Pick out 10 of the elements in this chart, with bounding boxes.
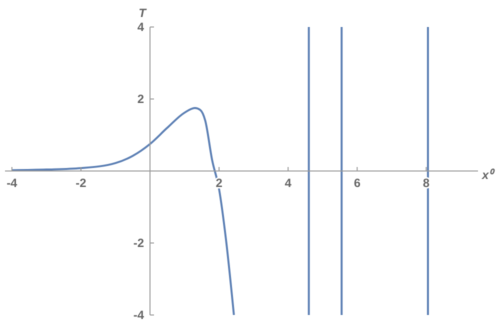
x-tick-label: 6 (354, 176, 361, 190)
y-tick-label: 2 (137, 92, 144, 106)
y-axis-title: T (138, 6, 148, 20)
x-axis-title: x⁰ (481, 168, 496, 182)
x-tick-label: -4 (6, 176, 18, 190)
y-tick-label: 4 (137, 20, 144, 34)
x-tick-label: 4 (284, 176, 292, 190)
y-tick-label: -2 (133, 236, 144, 250)
x-tick-label: -2 (76, 176, 87, 190)
y-tick-label: -4 (133, 308, 144, 322)
